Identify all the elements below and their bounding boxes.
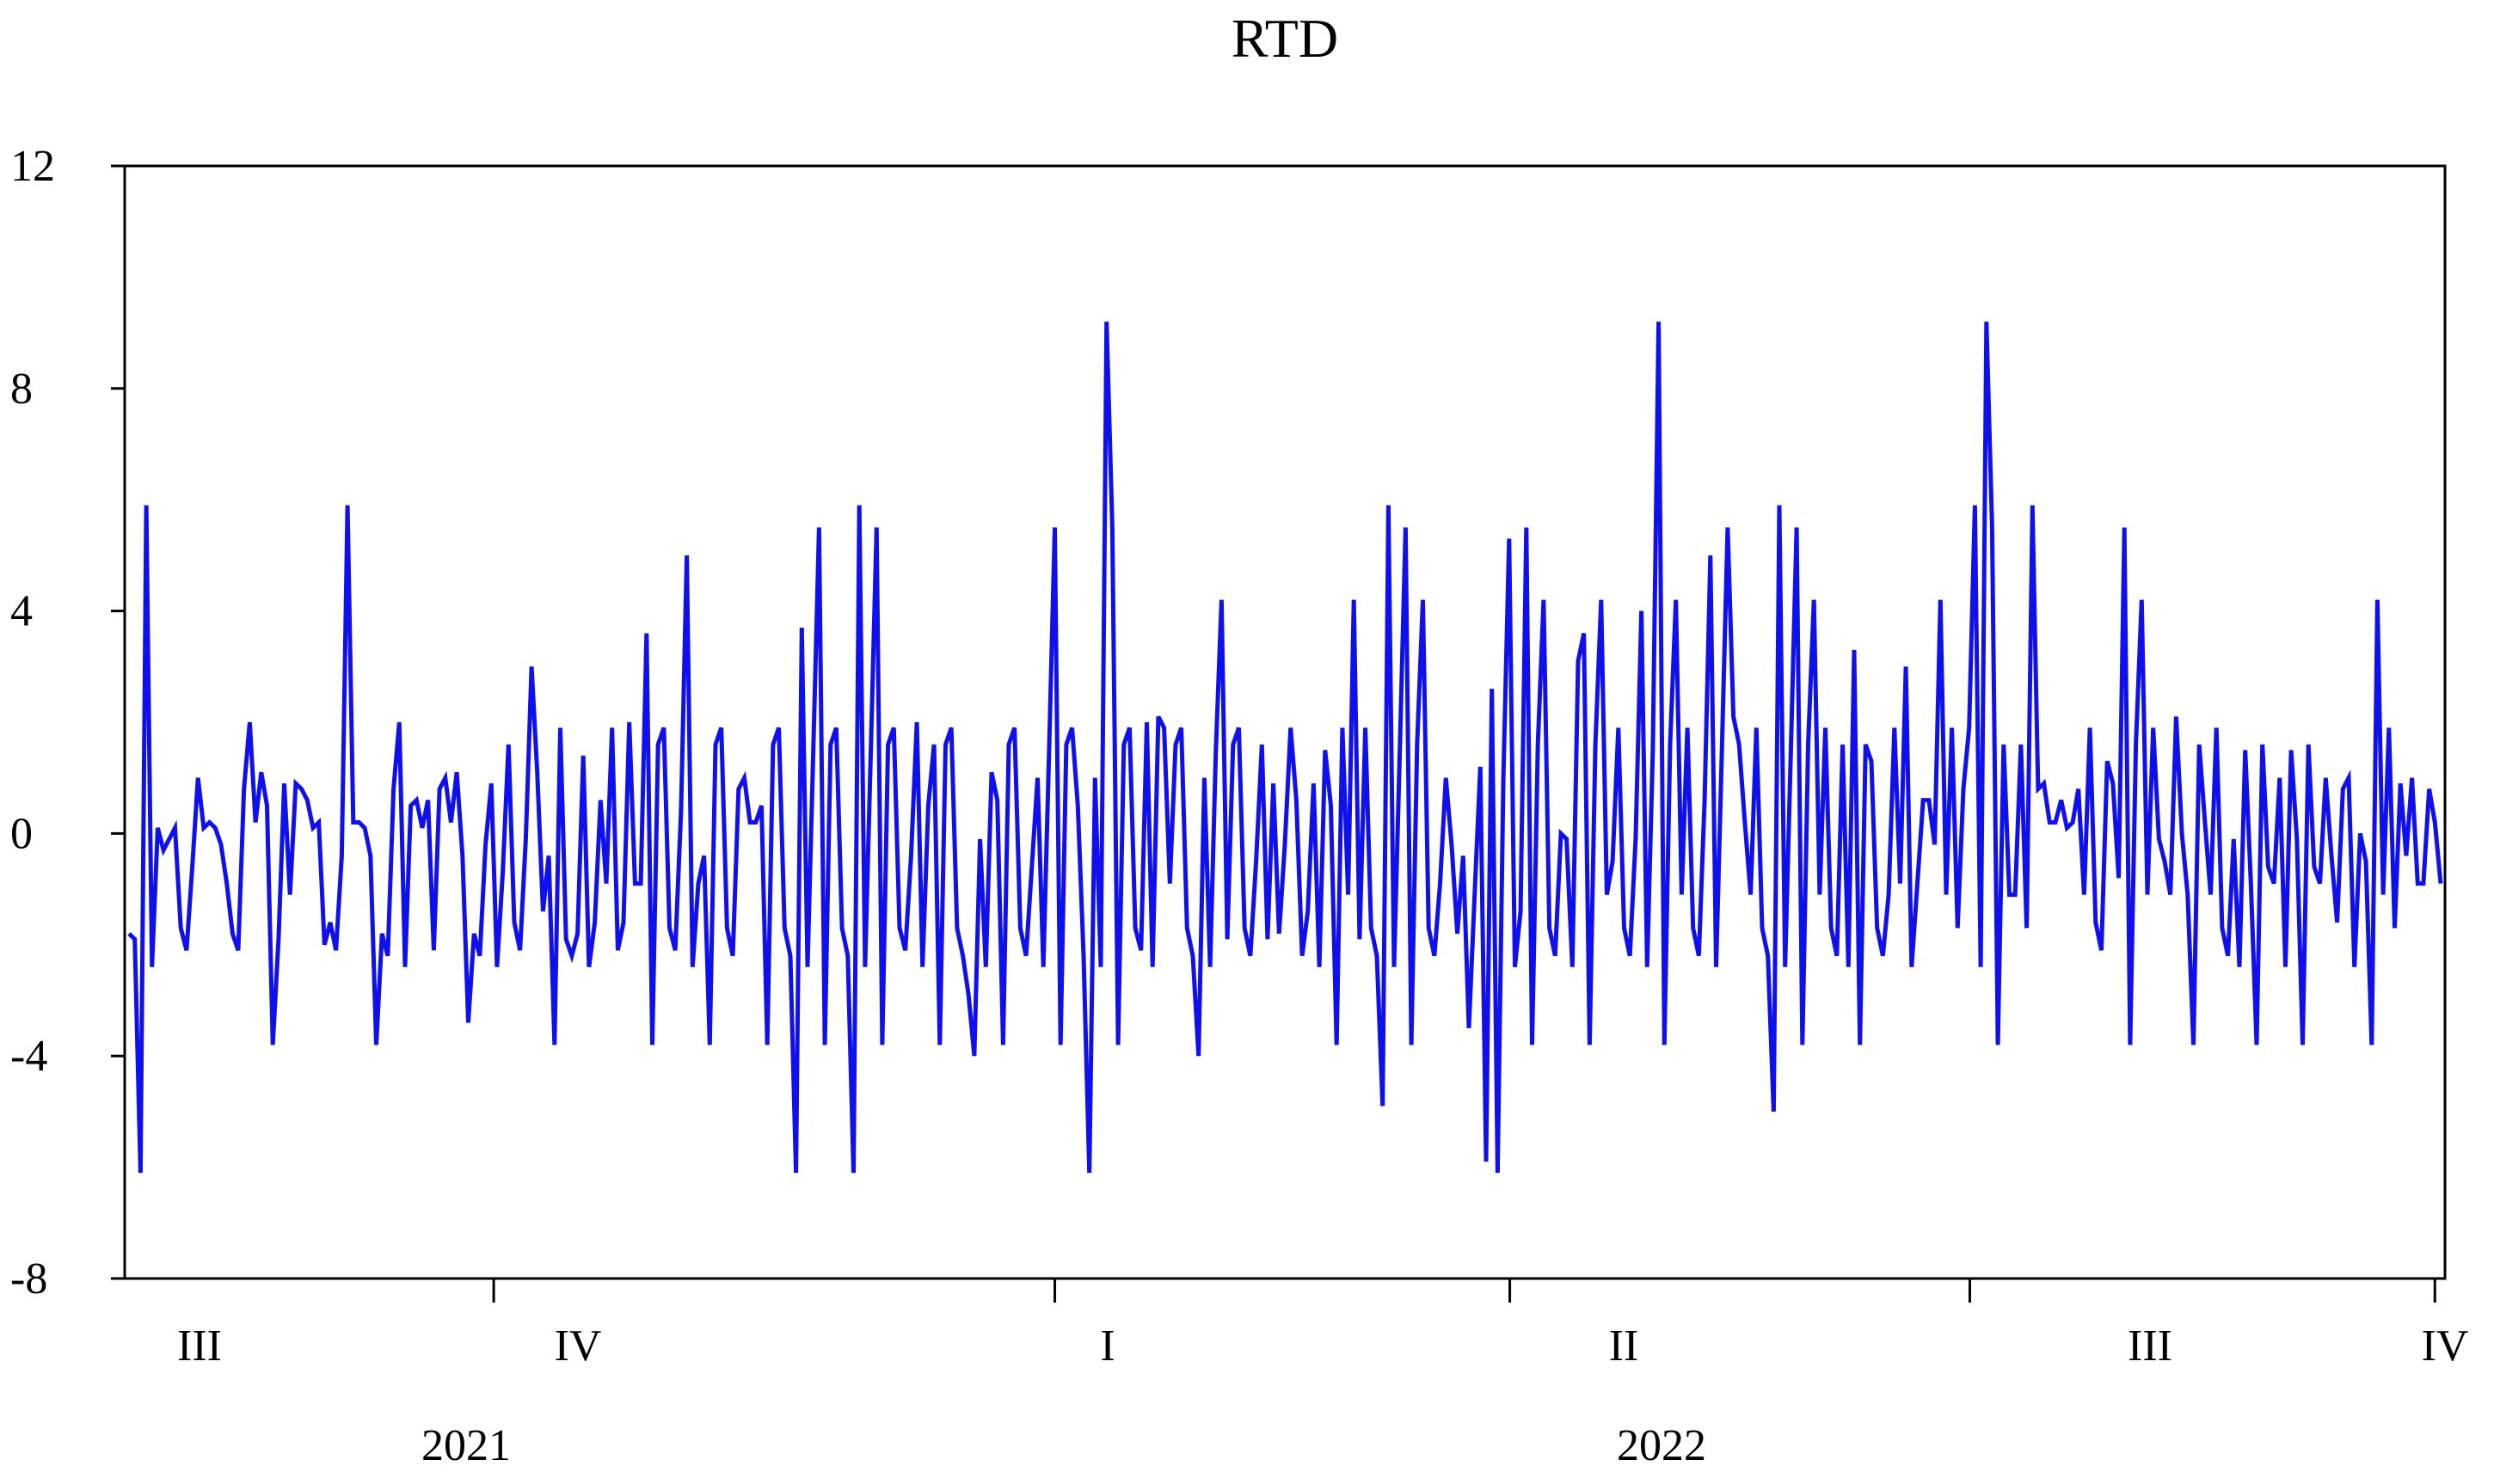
- quarter-label: IV: [555, 1321, 602, 1371]
- x-axis: [492, 1279, 2436, 1303]
- y-tick-label: 8: [10, 365, 33, 414]
- y-tick-label: -8: [10, 1254, 47, 1303]
- plot-frame: [123, 164, 2447, 1280]
- y-tick-label: 4: [10, 587, 33, 636]
- year-label: 2021: [421, 1421, 511, 1470]
- series-line: [127, 322, 2443, 1174]
- year-label: 2022: [1617, 1421, 1706, 1470]
- quarter-label: III: [177, 1321, 222, 1371]
- y-tick-label: -4: [10, 1032, 47, 1081]
- quarter-label: IV: [2422, 1321, 2469, 1371]
- y-axis: -8 -4 0 4 8 12: [10, 142, 125, 1303]
- quarter-label: II: [1609, 1321, 1639, 1371]
- quarter-label: III: [2128, 1321, 2172, 1371]
- quarter-label: I: [1100, 1321, 1115, 1371]
- y-tick-label: 0: [10, 809, 33, 858]
- chart-title: RTD: [1232, 8, 1338, 69]
- y-tick-label: 12: [10, 142, 55, 191]
